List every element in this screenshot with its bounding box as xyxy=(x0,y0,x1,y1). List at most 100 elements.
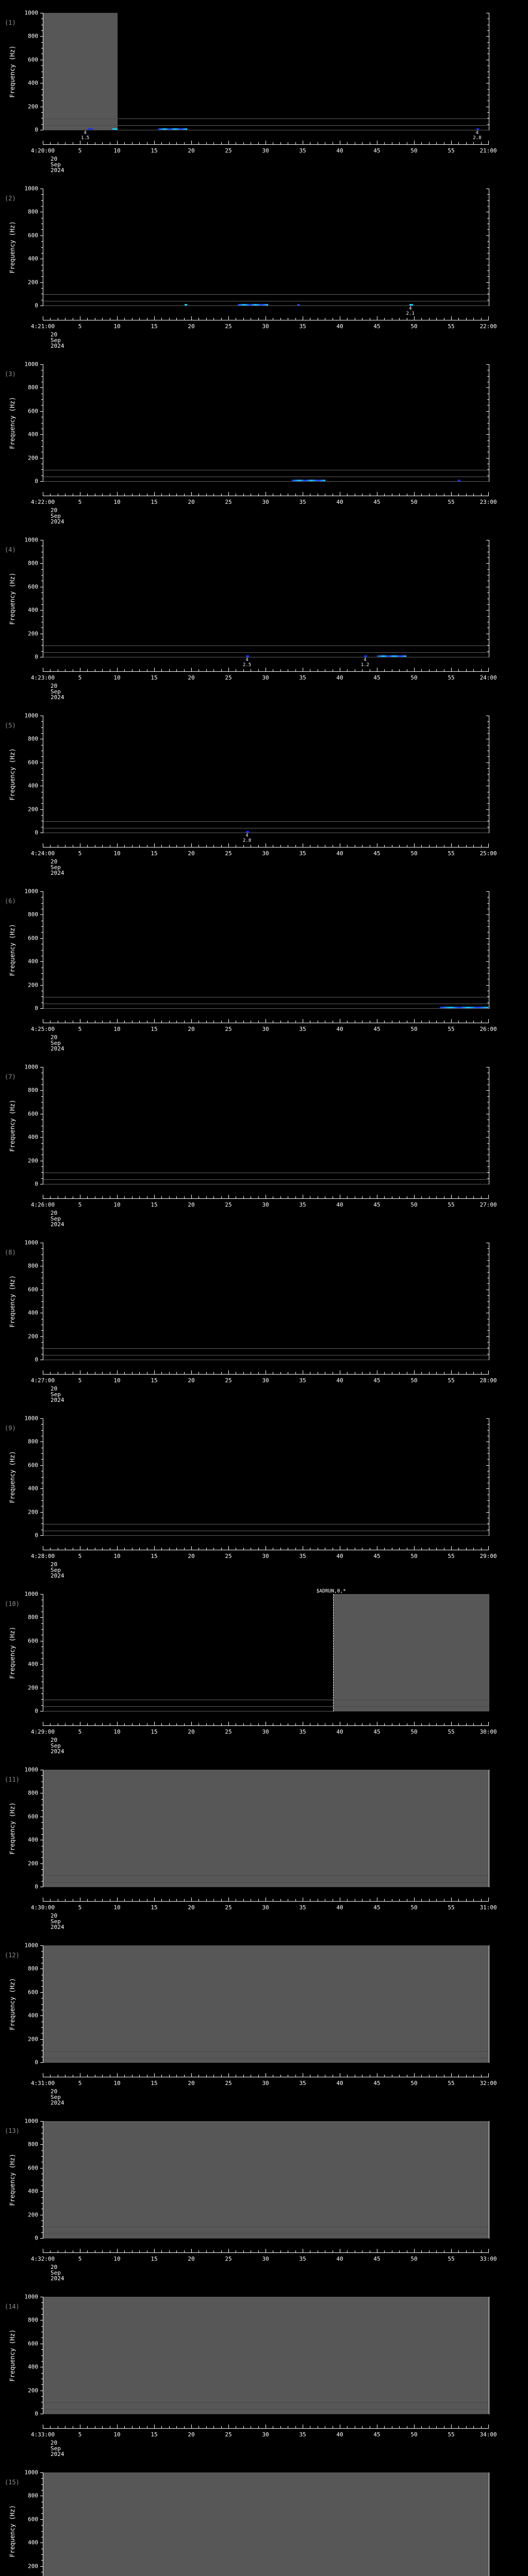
time-axis-minor-tick xyxy=(161,2250,162,2252)
spectrogram-panel: (8) Frequency (Hz) 0 200 400 600 800 1000 4:27:0… xyxy=(0,1240,528,1418)
y-axis-tick-left xyxy=(40,2015,43,2016)
detection-trace xyxy=(246,831,249,833)
y-tick-label: 1000 xyxy=(24,361,39,368)
time-axis-major-tick xyxy=(191,2249,192,2252)
y-axis-tick-left xyxy=(41,1957,43,1958)
x-tick-label: 50 xyxy=(410,1026,418,1032)
x-tick-label: 50 xyxy=(410,1904,418,1911)
reference-line-in-gap xyxy=(43,2238,489,2239)
y-axis-tick-right xyxy=(487,206,489,207)
time-axis-minor-tick xyxy=(258,1021,259,1023)
y-tick-label: 400 xyxy=(28,1836,38,1843)
y-tick-label: 800 xyxy=(28,1789,38,1797)
time-axis-minor-tick xyxy=(206,2075,207,2077)
time-axis-minor-tick xyxy=(280,1723,281,1725)
y-tick-label: 1000 xyxy=(24,185,39,192)
y-axis-tick-left xyxy=(41,1986,43,1987)
time-axis-minor-tick xyxy=(466,318,467,320)
time-axis-major-tick xyxy=(191,1370,192,1374)
time-axis-minor-tick xyxy=(458,1548,459,1550)
time-axis-minor-tick xyxy=(466,494,467,496)
time-axis-minor-tick xyxy=(384,2075,385,2077)
detection-trace xyxy=(476,128,480,130)
event-annotation: 4 2.5 xyxy=(243,657,251,668)
y-axis-tick-left xyxy=(41,996,43,997)
x-tick-label: 45 xyxy=(373,147,381,154)
y-tick-label: 0 xyxy=(35,126,38,133)
y-axis-tick-left xyxy=(41,440,43,441)
time-axis-major-tick xyxy=(154,2249,155,2252)
time-axis-minor-tick xyxy=(258,2426,259,2428)
time-axis-minor-tick xyxy=(169,2075,170,2077)
x-tick-label: 40 xyxy=(336,1201,343,1208)
time-axis-minor-tick xyxy=(429,845,430,847)
plot-area xyxy=(40,364,489,482)
y-axis-tick-left xyxy=(41,768,43,769)
y-axis-tick-left xyxy=(41,1799,43,1800)
time-axis-minor-tick xyxy=(169,1021,170,1023)
y-axis-tick-left xyxy=(41,2513,43,2514)
y-axis-tick-right xyxy=(487,1477,489,1478)
time-axis-minor-tick xyxy=(243,2250,244,2252)
time-axis-minor-tick xyxy=(384,845,385,847)
y-axis-tick-left xyxy=(40,563,43,564)
date-label: Sep xyxy=(51,1215,61,1222)
x-tick-label: 30 xyxy=(262,1728,269,1735)
time-axis-major-tick xyxy=(228,1019,229,1023)
y-axis-tick-left xyxy=(41,1822,43,1823)
x-tick-label: 25 xyxy=(225,1377,232,1384)
time-axis-minor-tick xyxy=(213,1021,214,1023)
time-axis-minor-tick xyxy=(384,142,385,144)
y-axis-tick-left xyxy=(41,973,43,974)
x-tick-label: 55 xyxy=(448,1026,455,1032)
date-label: 20 xyxy=(51,858,58,865)
time-axis-minor-tick xyxy=(347,845,348,847)
time-axis-minor-tick xyxy=(258,1899,259,1901)
y-axis-tick-left xyxy=(40,1535,43,1536)
x-tick-label: 35 xyxy=(299,2080,306,2087)
time-axis-major-tick xyxy=(451,1722,452,1725)
time-axis-major-tick xyxy=(228,1370,229,1374)
time-axis-major-tick xyxy=(154,316,155,320)
reference-line xyxy=(43,1179,489,1180)
time-axis-minor-tick xyxy=(258,2075,259,2077)
date-label: 2024 xyxy=(51,343,64,349)
time-axis-minor-tick xyxy=(466,2426,467,2428)
time-axis-minor-tick xyxy=(124,2075,125,2077)
time-axis-minor-tick xyxy=(429,1021,430,1023)
time-axis-major-tick xyxy=(117,1195,118,1198)
plot-area xyxy=(40,1770,489,1887)
x-tick-label: 45 xyxy=(373,1553,381,1560)
x-tick-label: 35 xyxy=(299,1728,306,1735)
y-axis-tick-left xyxy=(41,803,43,804)
time-axis-minor-tick xyxy=(436,2426,437,2428)
time-axis-minor-tick xyxy=(429,318,430,320)
x-tick-label: 15 xyxy=(151,499,158,505)
y-axis-tick-left xyxy=(41,950,43,951)
time-axis-minor-tick xyxy=(161,2426,162,2428)
time-axis-minor-tick xyxy=(384,1548,385,1550)
x-tick-label: 45 xyxy=(373,2431,381,2438)
x-tick-label: 50 xyxy=(410,1553,418,1560)
time-axis-major-tick xyxy=(414,1370,415,1374)
time-axis-minor-tick xyxy=(139,1723,140,1725)
y-axis-tick-left xyxy=(41,639,43,640)
x-tick-label: 20 xyxy=(188,2431,195,2438)
time-axis-minor-tick xyxy=(50,1548,51,1550)
plot-area xyxy=(40,2121,489,2239)
time-axis-minor-tick xyxy=(399,845,400,847)
x-tick-label: 5 xyxy=(78,850,82,857)
x-tick-label: 45 xyxy=(373,2256,381,2262)
x-tick-label: 15 xyxy=(151,147,158,154)
time-axis-major-tick xyxy=(228,141,229,144)
time-axis-minor-tick xyxy=(161,1548,162,1550)
time-axis-minor-tick xyxy=(243,669,244,671)
time-axis-minor-tick xyxy=(176,2426,177,2428)
plot-area xyxy=(40,1067,489,1184)
y-tick-label: 600 xyxy=(28,1462,38,1469)
y-axis-tick-left xyxy=(40,1418,43,1419)
time-axis-major-tick xyxy=(488,1370,489,1374)
